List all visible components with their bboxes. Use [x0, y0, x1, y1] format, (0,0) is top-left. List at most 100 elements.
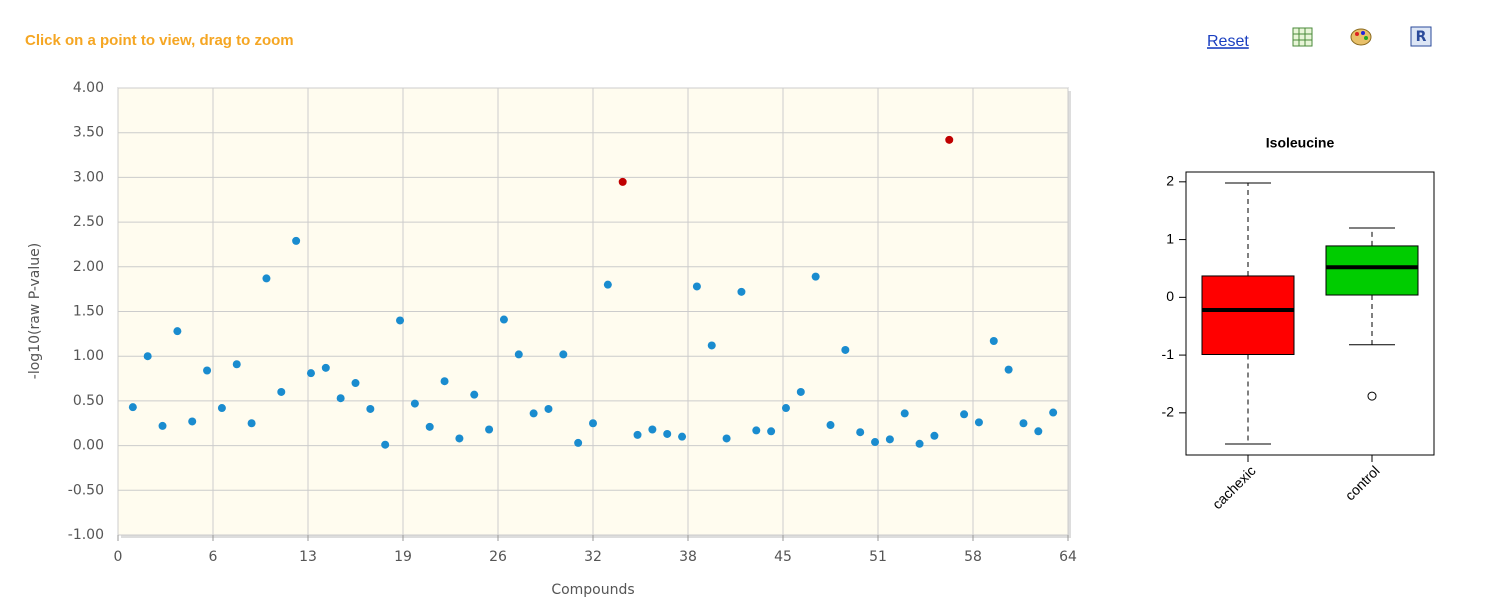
y-tick-label: 1 — [1166, 230, 1174, 246]
box-chart: Isoleucine -2 -1 0 1 2 cachexic control — [1162, 135, 1435, 512]
y-tick-label: -1.00 — [68, 527, 104, 543]
point[interactable] — [752, 426, 761, 435]
point[interactable] — [128, 403, 137, 412]
point[interactable] — [232, 360, 241, 369]
point[interactable] — [292, 236, 301, 245]
point[interactable] — [529, 409, 538, 418]
point[interactable] — [321, 363, 330, 372]
y-tick-label: -0.50 — [68, 482, 104, 498]
point[interactable] — [544, 404, 553, 413]
x-axis-title: Compounds — [551, 582, 634, 598]
point[interactable] — [277, 387, 286, 396]
x-tick-label: 51 — [869, 549, 887, 565]
y-tick-label: 0 — [1166, 288, 1174, 304]
point[interactable] — [915, 439, 924, 448]
point[interactable] — [722, 434, 731, 443]
outlier — [1367, 391, 1377, 401]
point[interactable] — [633, 430, 642, 439]
point[interactable] — [396, 316, 405, 325]
point[interactable] — [336, 394, 345, 403]
point[interactable] — [470, 390, 479, 399]
point[interactable] — [930, 431, 939, 440]
x-tick-label: control — [1342, 462, 1383, 503]
point[interactable] — [841, 345, 850, 354]
point[interactable] — [1004, 365, 1013, 374]
point[interactable] — [559, 350, 568, 359]
box — [1325, 245, 1419, 296]
point[interactable] — [781, 404, 790, 413]
point[interactable] — [707, 341, 716, 350]
point[interactable] — [173, 327, 182, 336]
x-tick-label: 19 — [394, 549, 412, 565]
point[interactable] — [158, 421, 167, 430]
point[interactable] — [1049, 408, 1058, 417]
point[interactable] — [425, 422, 434, 431]
point[interactable] — [440, 377, 449, 386]
point[interactable] — [217, 404, 226, 413]
point[interactable] — [366, 404, 375, 413]
point[interactable] — [1019, 419, 1028, 428]
y-tick-label: 0.00 — [73, 438, 104, 454]
point[interactable] — [796, 387, 805, 396]
point[interactable] — [871, 438, 880, 447]
point[interactable] — [826, 421, 835, 430]
y-tick-label: 1.50 — [73, 304, 104, 320]
y-axis-title: -log10(raw P-value) — [27, 243, 43, 379]
point[interactable] — [203, 366, 212, 375]
point[interactable] — [974, 418, 983, 427]
point[interactable] — [856, 428, 865, 437]
point[interactable] — [900, 409, 909, 418]
point[interactable] — [247, 419, 256, 428]
point[interactable] — [603, 280, 612, 289]
y-tick-label: 0.50 — [73, 393, 104, 409]
point[interactable] — [989, 337, 998, 346]
point[interactable] — [678, 432, 687, 441]
y-tick-label: 4.00 — [73, 80, 104, 96]
point[interactable] — [410, 399, 419, 408]
x-tick-label: 45 — [774, 549, 792, 565]
point[interactable] — [663, 429, 672, 438]
point[interactable] — [1034, 427, 1043, 436]
table-icon[interactable] — [1292, 27, 1313, 47]
point[interactable] — [648, 425, 657, 434]
point[interactable] — [306, 369, 315, 378]
point[interactable] — [811, 272, 820, 281]
y-tick-label: 2.50 — [73, 214, 104, 230]
point[interactable] — [485, 425, 494, 434]
palette-icon[interactable] — [1350, 28, 1372, 46]
y-tick-label: 2.00 — [73, 259, 104, 275]
point[interactable] — [574, 438, 583, 447]
point[interactable] — [143, 352, 152, 361]
y-tick-label: 2 — [1166, 173, 1174, 189]
reset-link[interactable]: Reset — [1207, 33, 1249, 50]
x-tick-label: 58 — [964, 549, 982, 565]
x-tick-label: 38 — [679, 549, 697, 565]
x-tick-label: 26 — [489, 549, 507, 565]
point[interactable] — [945, 135, 954, 144]
point[interactable] — [499, 315, 508, 324]
point[interactable] — [692, 282, 701, 291]
point[interactable] — [188, 417, 197, 426]
y-tick-label: 3.50 — [73, 125, 104, 141]
r-icon[interactable]: R — [1410, 26, 1432, 47]
point[interactable] — [960, 410, 969, 419]
point[interactable] — [381, 440, 390, 449]
point[interactable] — [589, 419, 597, 428]
point[interactable] — [262, 274, 271, 283]
scatter-chart: -log10(raw P-value) Compounds 4.00 3.50 3.… — [27, 80, 1077, 598]
point[interactable] — [455, 434, 464, 443]
x-tick-label: 64 — [1059, 549, 1077, 565]
y-tick-label: 1.00 — [73, 348, 104, 364]
x-tick-label: 13 — [299, 549, 317, 565]
point[interactable] — [767, 427, 776, 436]
x-tick-label: 0 — [114, 549, 123, 565]
point[interactable] — [514, 350, 523, 359]
x-tick-label: 6 — [209, 549, 218, 565]
x-tick-label: cachexic — [1209, 462, 1259, 512]
point[interactable] — [737, 287, 746, 296]
point[interactable] — [618, 177, 627, 186]
point[interactable] — [351, 379, 360, 388]
point[interactable] — [885, 435, 894, 444]
